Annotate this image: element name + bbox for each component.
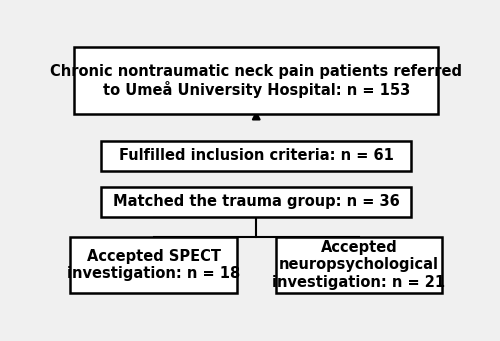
Text: Fulfilled inclusion criteria: n = 61: Fulfilled inclusion criteria: n = 61 (119, 148, 394, 163)
Text: Accepted SPECT
investigation: n = 18: Accepted SPECT investigation: n = 18 (67, 249, 240, 281)
Text: Accepted
neuropsychological
investigation: n = 21: Accepted neuropsychological investigatio… (272, 240, 446, 290)
Text: Chronic nontraumatic neck pain patients referred
to Umeå University Hospital: n : Chronic nontraumatic neck pain patients … (50, 63, 462, 98)
FancyBboxPatch shape (70, 237, 237, 293)
FancyBboxPatch shape (276, 237, 442, 293)
FancyBboxPatch shape (74, 47, 438, 115)
FancyBboxPatch shape (101, 141, 411, 171)
FancyBboxPatch shape (101, 187, 411, 217)
Text: Matched the trauma group: n = 36: Matched the trauma group: n = 36 (113, 194, 400, 209)
